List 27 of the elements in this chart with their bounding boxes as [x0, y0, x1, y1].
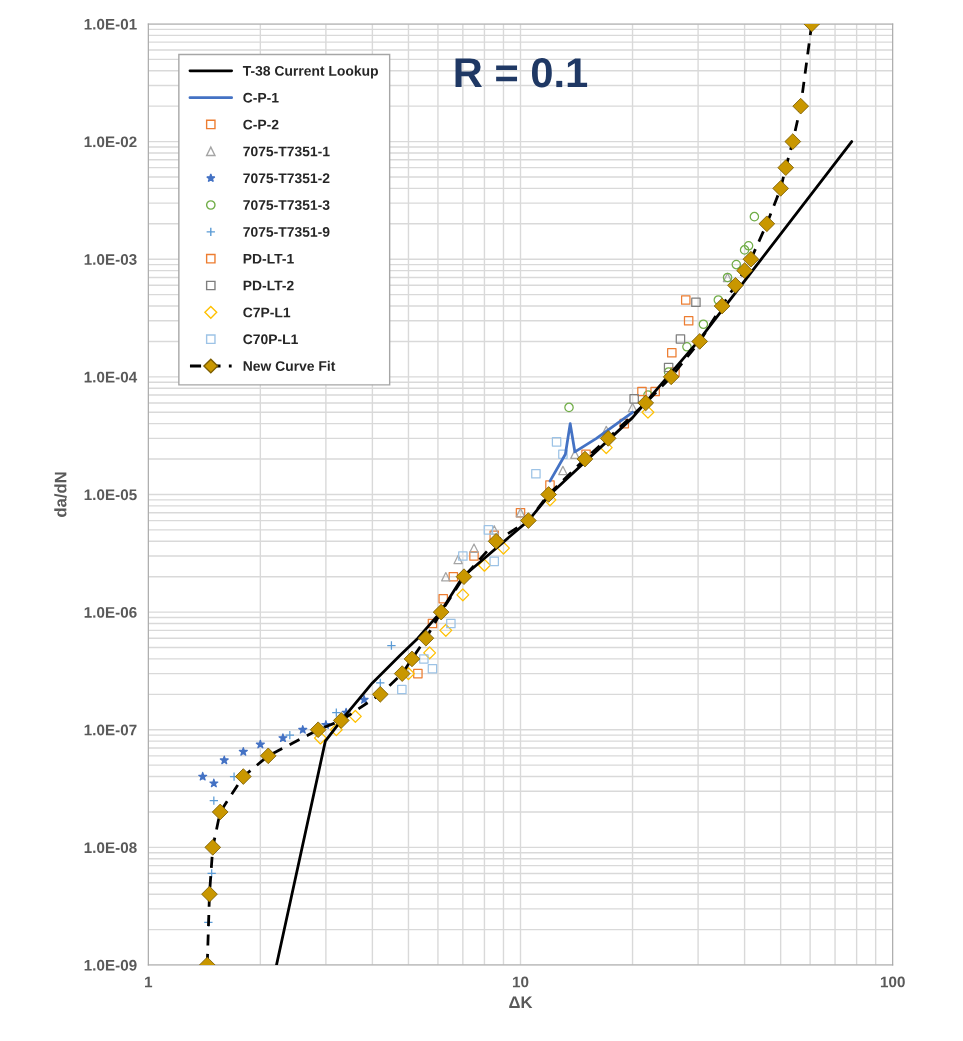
legend-label: 7075-T7351-9 [243, 226, 330, 237]
legend-label: T-38 Current Lookup [242, 65, 378, 79]
legend-label: C70P-L1 [243, 334, 298, 345]
y-tick-label: 1.0E-08 [84, 842, 137, 854]
text: R = 0.1 [455, 57, 588, 88]
x-tick-label: 100 [880, 976, 905, 988]
y-axis-title: da/dN [54, 472, 67, 517]
y-tick-label: 1.0E-01 [84, 18, 137, 30]
y-tick-label: 1.0E-09 [84, 959, 137, 971]
legend-label: PD-LT-2 [243, 280, 294, 291]
legend-label: PD-LT-1 [243, 253, 294, 264]
x-axis-title: ΔK [509, 996, 533, 1008]
legend-label: 7075-T7351-2 [243, 173, 330, 184]
legend-label: C-P-2 [243, 119, 279, 130]
y-tick-label: 1.0E-05 [84, 489, 137, 501]
legend-label: New Curve Fit [243, 360, 336, 372]
y-tick-label: 1.0E-06 [84, 606, 137, 618]
y-tick-label: 1.0E-02 [84, 136, 137, 148]
y-tick-label: 1.0E-07 [84, 724, 137, 736]
x-tick-label: 1 [145, 976, 153, 988]
legend-label: 7075-T7351-1 [243, 146, 330, 157]
y-tick-label: 1.0E-04 [84, 371, 138, 383]
x-tick-label: 10 [512, 976, 529, 988]
legend-label: C-P-1 [243, 92, 279, 103]
y-tick-label: 1.0E-03 [84, 254, 137, 265]
legend-label: 7075-T7351-3 [243, 200, 330, 211]
legend-label: C7P-L1 [243, 307, 291, 318]
